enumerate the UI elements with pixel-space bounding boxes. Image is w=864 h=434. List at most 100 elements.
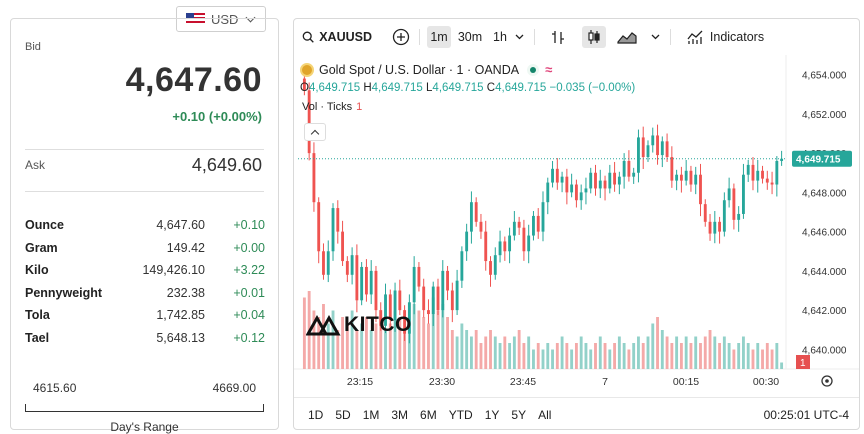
volume-bar	[431, 297, 435, 369]
volume-bar	[465, 330, 469, 369]
kitco-wordmark: KITCO	[344, 313, 412, 336]
plus-circle-icon	[392, 28, 410, 46]
volume-bar	[708, 330, 712, 369]
chevron-up-icon	[310, 129, 320, 138]
interval-1m[interactable]: 1m	[427, 26, 451, 48]
unit-row: Gram 149.42 +0.00	[25, 237, 265, 260]
interval-dropdown[interactable]	[512, 26, 526, 48]
candle-body	[517, 221, 521, 228]
range-1d-button[interactable]: 1D	[308, 408, 324, 422]
volume-bar	[493, 336, 497, 369]
volume-bar	[479, 343, 483, 369]
currency-select[interactable]: USD	[176, 6, 266, 32]
candle-body	[589, 172, 593, 189]
unit-name: Pennyweight	[25, 285, 103, 300]
open-value: 4,649.715	[308, 82, 361, 94]
unit-price: 232.38	[166, 285, 205, 300]
candle-body	[541, 202, 545, 232]
low-key: L	[426, 82, 433, 94]
y-tick-label: 4,652.000	[802, 110, 847, 121]
high-key: H	[363, 82, 372, 94]
ohlc-readout: O4,649.715 H4,649.715 L4,649.715 C4,649.…	[300, 82, 635, 94]
day-range-bar	[25, 404, 264, 412]
candle-body	[484, 231, 488, 262]
volume-bar	[455, 336, 459, 369]
candle-body	[574, 184, 578, 201]
open-key: O	[300, 82, 309, 94]
candle-body	[598, 180, 602, 189]
y-tick-label: 4,644.000	[802, 267, 847, 278]
volume-bar	[684, 336, 688, 369]
unit-price: 4,647.60	[156, 218, 205, 233]
interval-1h[interactable]: 1h	[493, 30, 507, 44]
price-panel: Bid 4,647.60 +0.10 (+0.00%) Ask 4,649.60…	[10, 18, 279, 434]
volume-bar	[326, 323, 330, 369]
range-3m-button[interactable]: 3M	[391, 408, 409, 422]
volume-bar	[403, 330, 407, 369]
volume-bar	[360, 323, 364, 369]
range-all-button[interactable]: All	[538, 408, 552, 422]
candle-body	[460, 251, 464, 281]
volume-bar	[508, 343, 512, 369]
unit-change: +0.10	[233, 218, 265, 233]
candles-style-button[interactable]	[582, 26, 606, 48]
candle-body	[584, 188, 588, 193]
volume-bar	[627, 349, 631, 369]
volume-bar	[469, 336, 473, 369]
range-5d-button[interactable]: 5D	[335, 408, 351, 422]
chart-clock[interactable]: 00:25:01 UTC-4	[763, 408, 849, 422]
unit-name: Tael	[25, 330, 50, 345]
candle-body	[765, 178, 769, 183]
divider	[25, 149, 264, 150]
candle-body	[489, 261, 492, 275]
interval-30m[interactable]: 30m	[457, 30, 483, 44]
volume-bar	[527, 336, 531, 369]
candle-body	[632, 172, 636, 177]
y-tick-label: 4,648.000	[802, 188, 847, 199]
range-ytd-button[interactable]: YTD	[448, 408, 473, 422]
candle-body	[403, 310, 407, 334]
volume-bar	[384, 330, 387, 369]
candle-body	[684, 170, 688, 181]
bid-change: +0.10 (+0.00%)	[172, 109, 262, 124]
currency-label: USD	[211, 11, 239, 27]
candle-body	[637, 137, 640, 173]
candle-body	[374, 270, 378, 311]
volume-bar	[565, 343, 569, 369]
compare-symbol-button[interactable]	[390, 26, 412, 48]
y-tick-label: 4,646.000	[802, 228, 847, 239]
volume-tag	[796, 355, 810, 369]
range-5y-button[interactable]: 5Y	[511, 408, 527, 422]
candle-body	[355, 255, 359, 301]
high-value: 4,649.715	[371, 82, 423, 94]
indicators-button[interactable]: Indicators	[682, 26, 768, 48]
volume-bar	[522, 343, 526, 369]
volume-bar	[727, 343, 731, 369]
candle-body	[388, 294, 392, 320]
price-chart[interactable]: 4,654.0004,652.0004,650.0004,648.0004,64…	[294, 55, 860, 397]
candle-body	[312, 153, 316, 203]
range-1y-button[interactable]: 1Y	[484, 408, 500, 422]
candle-body	[427, 310, 430, 315]
volume-bar	[617, 336, 621, 369]
volume-bar	[422, 317, 426, 369]
collapse-legend-button[interactable]	[304, 123, 326, 141]
ask-label: Ask	[25, 158, 46, 172]
candle-body	[570, 184, 574, 193]
range-6m-button[interactable]: 6M	[420, 408, 437, 422]
unit-table: Ounce 4,647.60 +0.10 Gram 149.42 +0.00 K…	[25, 214, 265, 349]
candle-body	[317, 202, 321, 252]
range-1m-button[interactable]: 1M	[362, 408, 380, 422]
x-tick-label: 00:30	[753, 376, 779, 388]
symbol-search[interactable]: XAUUSD	[302, 26, 372, 48]
settings-gear-icon-center	[825, 379, 829, 383]
candle-body	[336, 208, 340, 232]
unit-row: Tola 1,742.85 +0.04	[25, 304, 265, 327]
volume-bar	[417, 310, 421, 369]
chart-type-dropdown[interactable]	[648, 26, 662, 48]
bar-style-button[interactable]	[547, 26, 569, 48]
candle-body	[675, 174, 679, 181]
area-style-button[interactable]	[616, 26, 638, 48]
candle-body	[417, 266, 421, 287]
last-price-tag	[792, 150, 852, 167]
